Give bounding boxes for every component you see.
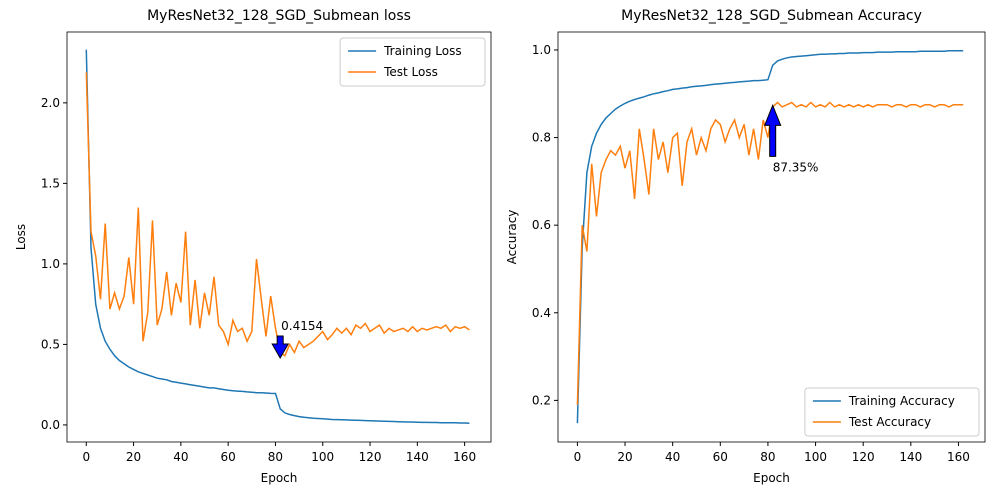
x-tick-label: 80 bbox=[268, 450, 283, 464]
x-axis-label: Epoch bbox=[261, 471, 298, 485]
legend-box bbox=[804, 387, 980, 437]
legend-box bbox=[339, 37, 486, 87]
x-tick-label: 100 bbox=[804, 450, 827, 464]
y-tick-label: 0.4 bbox=[532, 306, 551, 320]
x-tick-label: 60 bbox=[221, 450, 236, 464]
y-tick-label: 0.5 bbox=[41, 337, 60, 351]
series-line bbox=[576, 50, 964, 424]
chart-title: MyResNet32_128_SGD_Submean Accuracy bbox=[621, 8, 922, 24]
x-tick-label: 120 bbox=[359, 450, 382, 464]
annotation-arrow bbox=[271, 335, 290, 360]
series-line bbox=[85, 72, 470, 357]
x-tick-label: 120 bbox=[852, 450, 875, 464]
y-tick-label: 1.0 bbox=[41, 257, 60, 271]
y-tick-label: 2.0 bbox=[41, 96, 60, 110]
y-tick-label: 0.2 bbox=[532, 393, 551, 407]
legend-label: Test Accuracy bbox=[848, 415, 931, 429]
y-tick-label: 1.0 bbox=[532, 43, 551, 57]
x-tick-label: 60 bbox=[713, 450, 728, 464]
y-tick-label: 1.5 bbox=[41, 176, 60, 190]
legend-label: Training Accuracy bbox=[848, 394, 955, 408]
series-line bbox=[85, 49, 470, 424]
chart-title: MyResNet32_128_SGD_Submean loss bbox=[147, 8, 411, 24]
y-tick-label: 0.6 bbox=[532, 218, 551, 232]
x-tick-label: 160 bbox=[453, 450, 476, 464]
y-tick-label: 0.0 bbox=[41, 418, 60, 432]
legend-label: Test Loss bbox=[383, 65, 438, 79]
x-tick-label: 100 bbox=[311, 450, 334, 464]
axes-frame bbox=[557, 31, 986, 443]
legend-label: Training Loss bbox=[383, 44, 461, 58]
annotation-label: 0.4154 bbox=[281, 319, 323, 333]
x-tick-label: 80 bbox=[760, 450, 775, 464]
x-tick-label: 0 bbox=[82, 450, 90, 464]
x-tick-label: 20 bbox=[126, 450, 141, 464]
axes-frame bbox=[66, 31, 492, 443]
annotation-arrow bbox=[763, 104, 782, 157]
x-tick-label: 160 bbox=[947, 450, 970, 464]
x-tick-label: 40 bbox=[173, 450, 188, 464]
x-axis-label: Epoch bbox=[753, 471, 790, 485]
x-tick-label: 140 bbox=[406, 450, 429, 464]
x-tick-label: 140 bbox=[899, 450, 922, 464]
x-tick-label: 40 bbox=[665, 450, 680, 464]
y-tick-label: 0.8 bbox=[532, 131, 551, 145]
x-tick-label: 0 bbox=[574, 450, 582, 464]
y-axis-label: Loss bbox=[14, 224, 28, 250]
x-tick-label: 20 bbox=[617, 450, 632, 464]
annotation-label: 87.35% bbox=[773, 160, 819, 174]
y-axis-label: Accuracy bbox=[505, 210, 519, 265]
